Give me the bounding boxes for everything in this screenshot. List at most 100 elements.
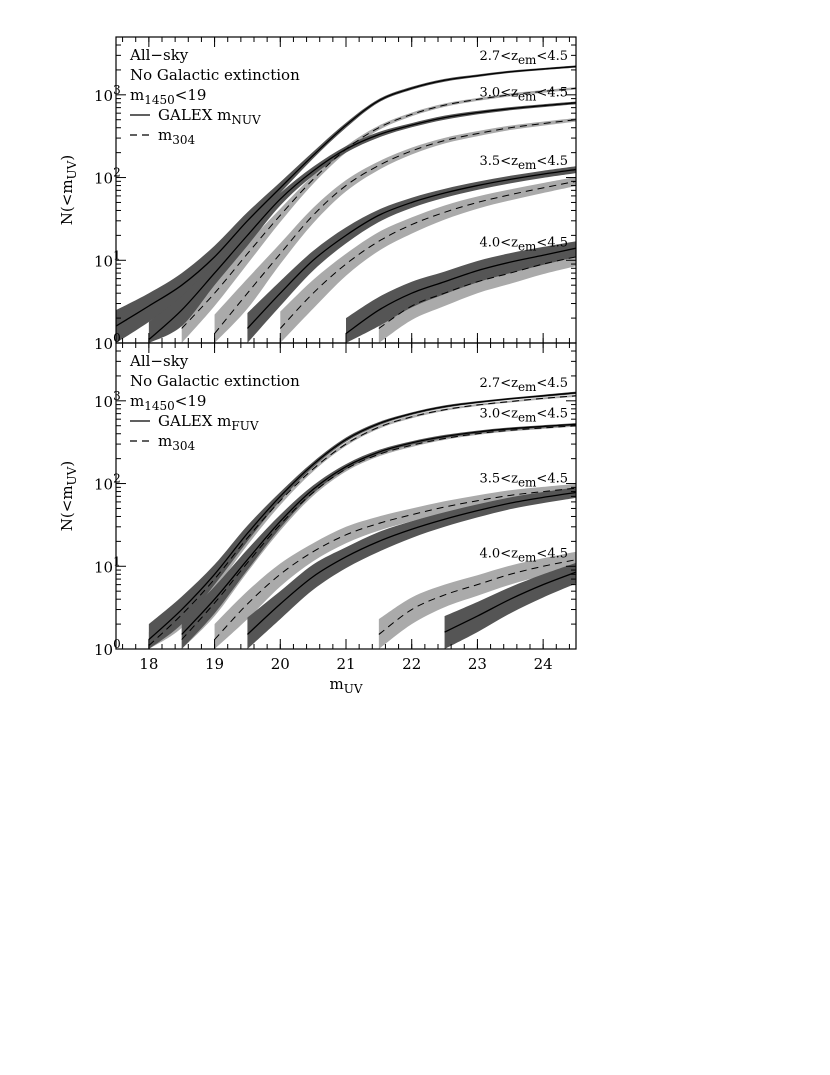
legend-label: m304 [158, 432, 196, 453]
bin-label-part: <4.5 [536, 86, 568, 101]
bin-label-part: <4.5 [536, 406, 568, 421]
band [378, 249, 576, 343]
annotation: No Galactic extinction [130, 66, 300, 84]
band [247, 487, 576, 649]
y-axis-label-part: ) [58, 461, 76, 467]
y-tick-label-part: 10 [94, 335, 113, 353]
y-tick-label-part: 1 [113, 554, 121, 568]
legend-label: GALEX mNUV [158, 106, 261, 127]
x-tick-label: 20 [271, 655, 290, 673]
bin-label: 3.5<zem<4.5 [480, 472, 568, 490]
bin-label-part: em [518, 239, 537, 253]
annotation: No Galactic extinction [130, 372, 300, 390]
curve [246, 168, 576, 329]
curve [148, 392, 576, 641]
y-tick-label-part: 1 [113, 248, 121, 262]
bin-label-part: em [518, 550, 537, 564]
legend-label-part: GALEX m [158, 106, 231, 124]
x-tick-label: 21 [336, 655, 355, 673]
y-tick-label: 101 [94, 554, 121, 576]
y-tick-label: 103 [94, 83, 121, 105]
y-tick-label-part: 3 [113, 389, 121, 403]
x-tick-label: 23 [468, 655, 487, 673]
bin-label: 2.7<zem<4.5 [480, 49, 568, 67]
bin-label: 3.0<zem<4.5 [480, 406, 568, 424]
plot-area [148, 391, 576, 649]
legend-label-part: 304 [172, 133, 195, 147]
curve [444, 571, 576, 633]
bin-label: 4.0<zem<4.5 [480, 546, 568, 564]
curve [181, 423, 576, 635]
bin-label-part: em [518, 53, 537, 67]
band [378, 551, 576, 649]
y-tick-label: 100 [94, 637, 121, 659]
bin-label-part: <4.5 [536, 154, 568, 169]
bin-label-part: <4.5 [536, 235, 568, 250]
annotation-part: 1450 [144, 93, 175, 107]
legend-label: m304 [158, 126, 196, 147]
bin-label-part: <4.5 [536, 49, 568, 64]
legend-label-part: m [158, 432, 172, 450]
y-tick-label: 103 [94, 389, 121, 411]
annotation: m1450<19 [130, 86, 206, 107]
y-tick-label-part: 10 [94, 393, 113, 411]
x-tick-label: 18 [139, 655, 158, 673]
y-tick-label-part: 0 [113, 637, 121, 651]
bin-label-part: 2.7<z [480, 376, 519, 391]
y-axis-label-part: N(<m [58, 485, 76, 531]
band [280, 176, 576, 343]
bin-label-part: <4.5 [536, 546, 568, 561]
x-tick-label: 19 [205, 655, 224, 673]
bin-label-part: 3.5<z [480, 472, 519, 487]
curve [214, 119, 576, 334]
y-tick-label: 102 [94, 472, 121, 494]
y-axis-label-part: ) [58, 155, 76, 161]
y-axis-label: N(<mUV) [58, 155, 79, 225]
bin-label-part: em [518, 476, 537, 490]
band [181, 423, 576, 649]
curve [246, 491, 576, 635]
bin-label-part: em [518, 158, 537, 172]
band [346, 241, 576, 343]
curve [378, 559, 576, 635]
y-tick-label: 100 [94, 331, 121, 353]
y-tick-label: 102 [94, 166, 121, 188]
bin-label-part: 3.5<z [480, 154, 519, 169]
curve [181, 425, 576, 640]
bin-label-part: <4.5 [536, 376, 568, 391]
annotation-part: m [130, 392, 144, 410]
x-axis-label: mUV [329, 675, 362, 696]
x-axis-label-part: UV [344, 682, 363, 696]
legend-label-part: GALEX m [158, 412, 231, 430]
y-tick-label: 101 [94, 248, 121, 270]
legend-label-part: FUV [231, 419, 258, 433]
bin-label-part: em [518, 380, 537, 394]
curve [181, 87, 576, 329]
y-tick-label-part: 10 [94, 641, 113, 659]
bin-label-part: 2.7<z [480, 49, 519, 64]
band [247, 166, 576, 343]
y-tick-label-part: 10 [94, 476, 113, 494]
bin-label-part: em [518, 90, 537, 104]
curve [345, 247, 576, 335]
legend-label: GALEX mFUV [158, 412, 259, 433]
annotation-part: 1450 [144, 399, 175, 413]
x-tick-label: 24 [534, 655, 553, 673]
y-tick-label-part: 10 [94, 558, 113, 576]
bin-label-part: 3.0<z [480, 406, 519, 421]
legend-label-part: 304 [172, 439, 195, 453]
y-axis-label-part: UV [65, 160, 79, 179]
curve [279, 180, 576, 329]
y-axis-label: N(<mUV) [58, 461, 79, 531]
bin-label-part: 4.0<z [480, 235, 519, 250]
x-tick-label: 22 [402, 655, 421, 673]
y-tick-label-part: 2 [113, 166, 121, 180]
legend-label-part: m [158, 126, 172, 144]
x-axis-label-part: m [329, 675, 343, 693]
annotation: All−sky [129, 46, 189, 64]
bin-label-part: 4.0<z [480, 546, 519, 561]
legend-label-part: NUV [231, 113, 261, 127]
y-tick-label-part: 3 [113, 83, 121, 97]
bin-label-part: <4.5 [536, 472, 568, 487]
